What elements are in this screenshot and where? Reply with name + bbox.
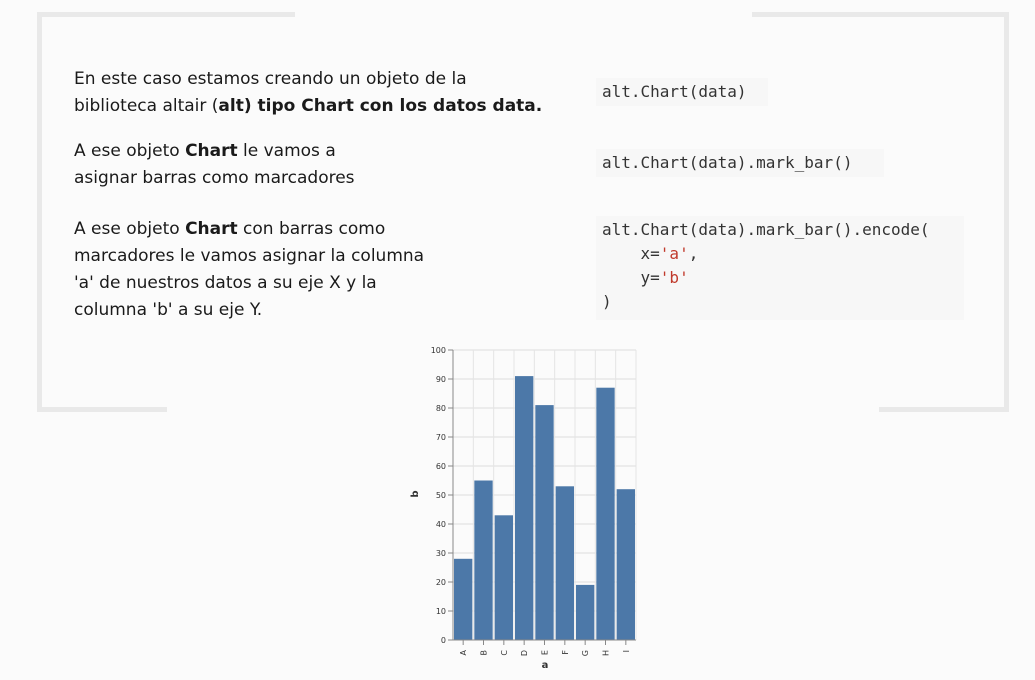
x-tick-label: I [622,650,631,652]
frame-bottom-left [37,407,167,412]
y-tick-label: 50 [436,491,446,500]
y-tick-label: 20 [436,578,446,587]
bar-I [616,489,635,640]
y-tick-label: 60 [436,462,446,471]
x-tick-label: E [541,650,550,655]
bar-D [515,376,534,640]
x-axis-title: a [542,660,549,671]
frame-left [37,12,42,412]
x-tick-label: H [602,650,611,656]
x-tick-label: A [459,649,468,655]
chart-axes: 0 10 20 30 40 50 60 70 80 90 100 A B C D E F G H I [431,346,636,656]
bar-A [454,558,473,640]
y-tick-label: 0 [441,636,446,645]
y-axis-title: b [410,490,421,497]
chart-bars [454,376,635,640]
bar-F [555,486,574,640]
bar-chart: 0 10 20 30 40 50 60 70 80 90 100 A B C D E F G H I b a [410,346,637,671]
bar-B [474,480,493,640]
y-tick-label: 90 [436,375,446,384]
x-tick-label: C [500,650,509,656]
x-tick-label: F [561,650,570,655]
frame-bottom-right [879,407,1009,412]
paragraph-chart-object: En este caso estamos creando un objeto d… [74,69,543,116]
x-tick-label: G [581,650,590,656]
y-tick-label: 100 [431,346,446,355]
frame-right [1004,12,1009,412]
x-tick-label: D [520,650,529,656]
code-block-chart: alt.Chart(data) [596,78,768,106]
code-block-encode: alt.Chart(data).mark_bar().encode( x='a'… [596,216,964,320]
y-tick-label: 30 [436,549,446,558]
y-tick-label: 70 [436,433,446,442]
frame-top-right [752,12,1009,17]
code-block-mark-bar: alt.Chart(data).mark_bar() [596,149,884,177]
bar-E [535,405,554,640]
x-tick-label: B [480,650,489,656]
y-tick-label: 80 [436,404,446,413]
paragraph-mark-bar: A ese objeto Chart le vamos a asignar ba… [74,141,355,188]
y-tick-label: 10 [436,607,446,616]
y-tick-label: 40 [436,520,446,529]
bar-G [576,584,595,640]
paragraph-encode: A ese objeto Chart con barras como marca… [74,219,425,320]
bar-C [494,515,513,640]
bar-H [596,387,615,640]
frame-top-left [37,12,295,17]
